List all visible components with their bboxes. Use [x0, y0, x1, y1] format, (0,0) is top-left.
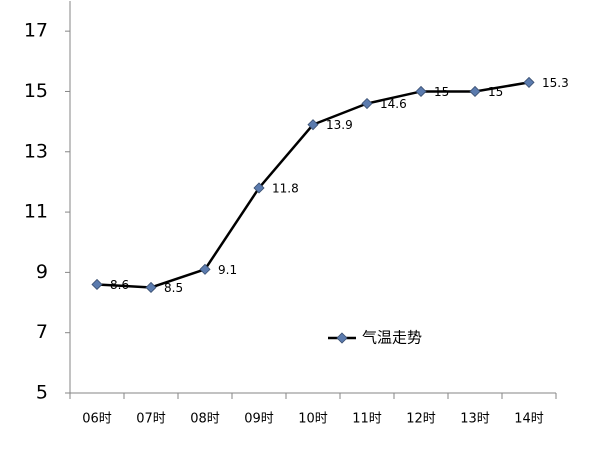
marker [145, 281, 157, 294]
x-tick-label: 11时 [352, 412, 382, 427]
y-tick-label: 11 [24, 201, 48, 223]
data-label: 8.6 [110, 278, 129, 292]
data-label: 8.5 [164, 281, 183, 295]
y-tick-label: 7 [36, 321, 48, 343]
marker [307, 119, 319, 131]
x-tick-label: 08时 [190, 412, 220, 427]
marker [91, 278, 103, 291]
marker [361, 97, 373, 110]
data-label: 11.8 [272, 181, 299, 195]
y-tick-label: 13 [24, 140, 48, 162]
y-tick-label: 5 [36, 382, 48, 404]
marker [415, 85, 427, 98]
x-tick-label: 13时 [460, 412, 490, 427]
y-tick-label: 9 [36, 261, 48, 283]
y-tick-label: 15 [24, 80, 48, 102]
x-tick-label: 06时 [82, 412, 112, 427]
x-tick-label: 07时 [136, 412, 166, 427]
marker [523, 76, 535, 88]
data-label: 13.9 [326, 118, 353, 132]
legend-marker [336, 332, 348, 344]
marker [469, 85, 481, 98]
data-label: 15 [434, 85, 449, 99]
data-label: 15.3 [542, 76, 569, 90]
x-tick-label: 14时 [514, 412, 544, 427]
marker [199, 263, 211, 275]
data-label: 14.6 [380, 97, 407, 111]
data-label: 15 [488, 85, 503, 99]
legend-label: 气温走势 [362, 329, 422, 347]
line [96, 81, 530, 289]
x-tick-label: 10时 [298, 412, 328, 427]
marker [253, 182, 265, 194]
x-tick-label: 09时 [244, 412, 274, 427]
x-tick-label: 12时 [406, 412, 436, 427]
data-label: 9.1 [218, 263, 237, 277]
y-tick-label: 17 [24, 20, 48, 42]
